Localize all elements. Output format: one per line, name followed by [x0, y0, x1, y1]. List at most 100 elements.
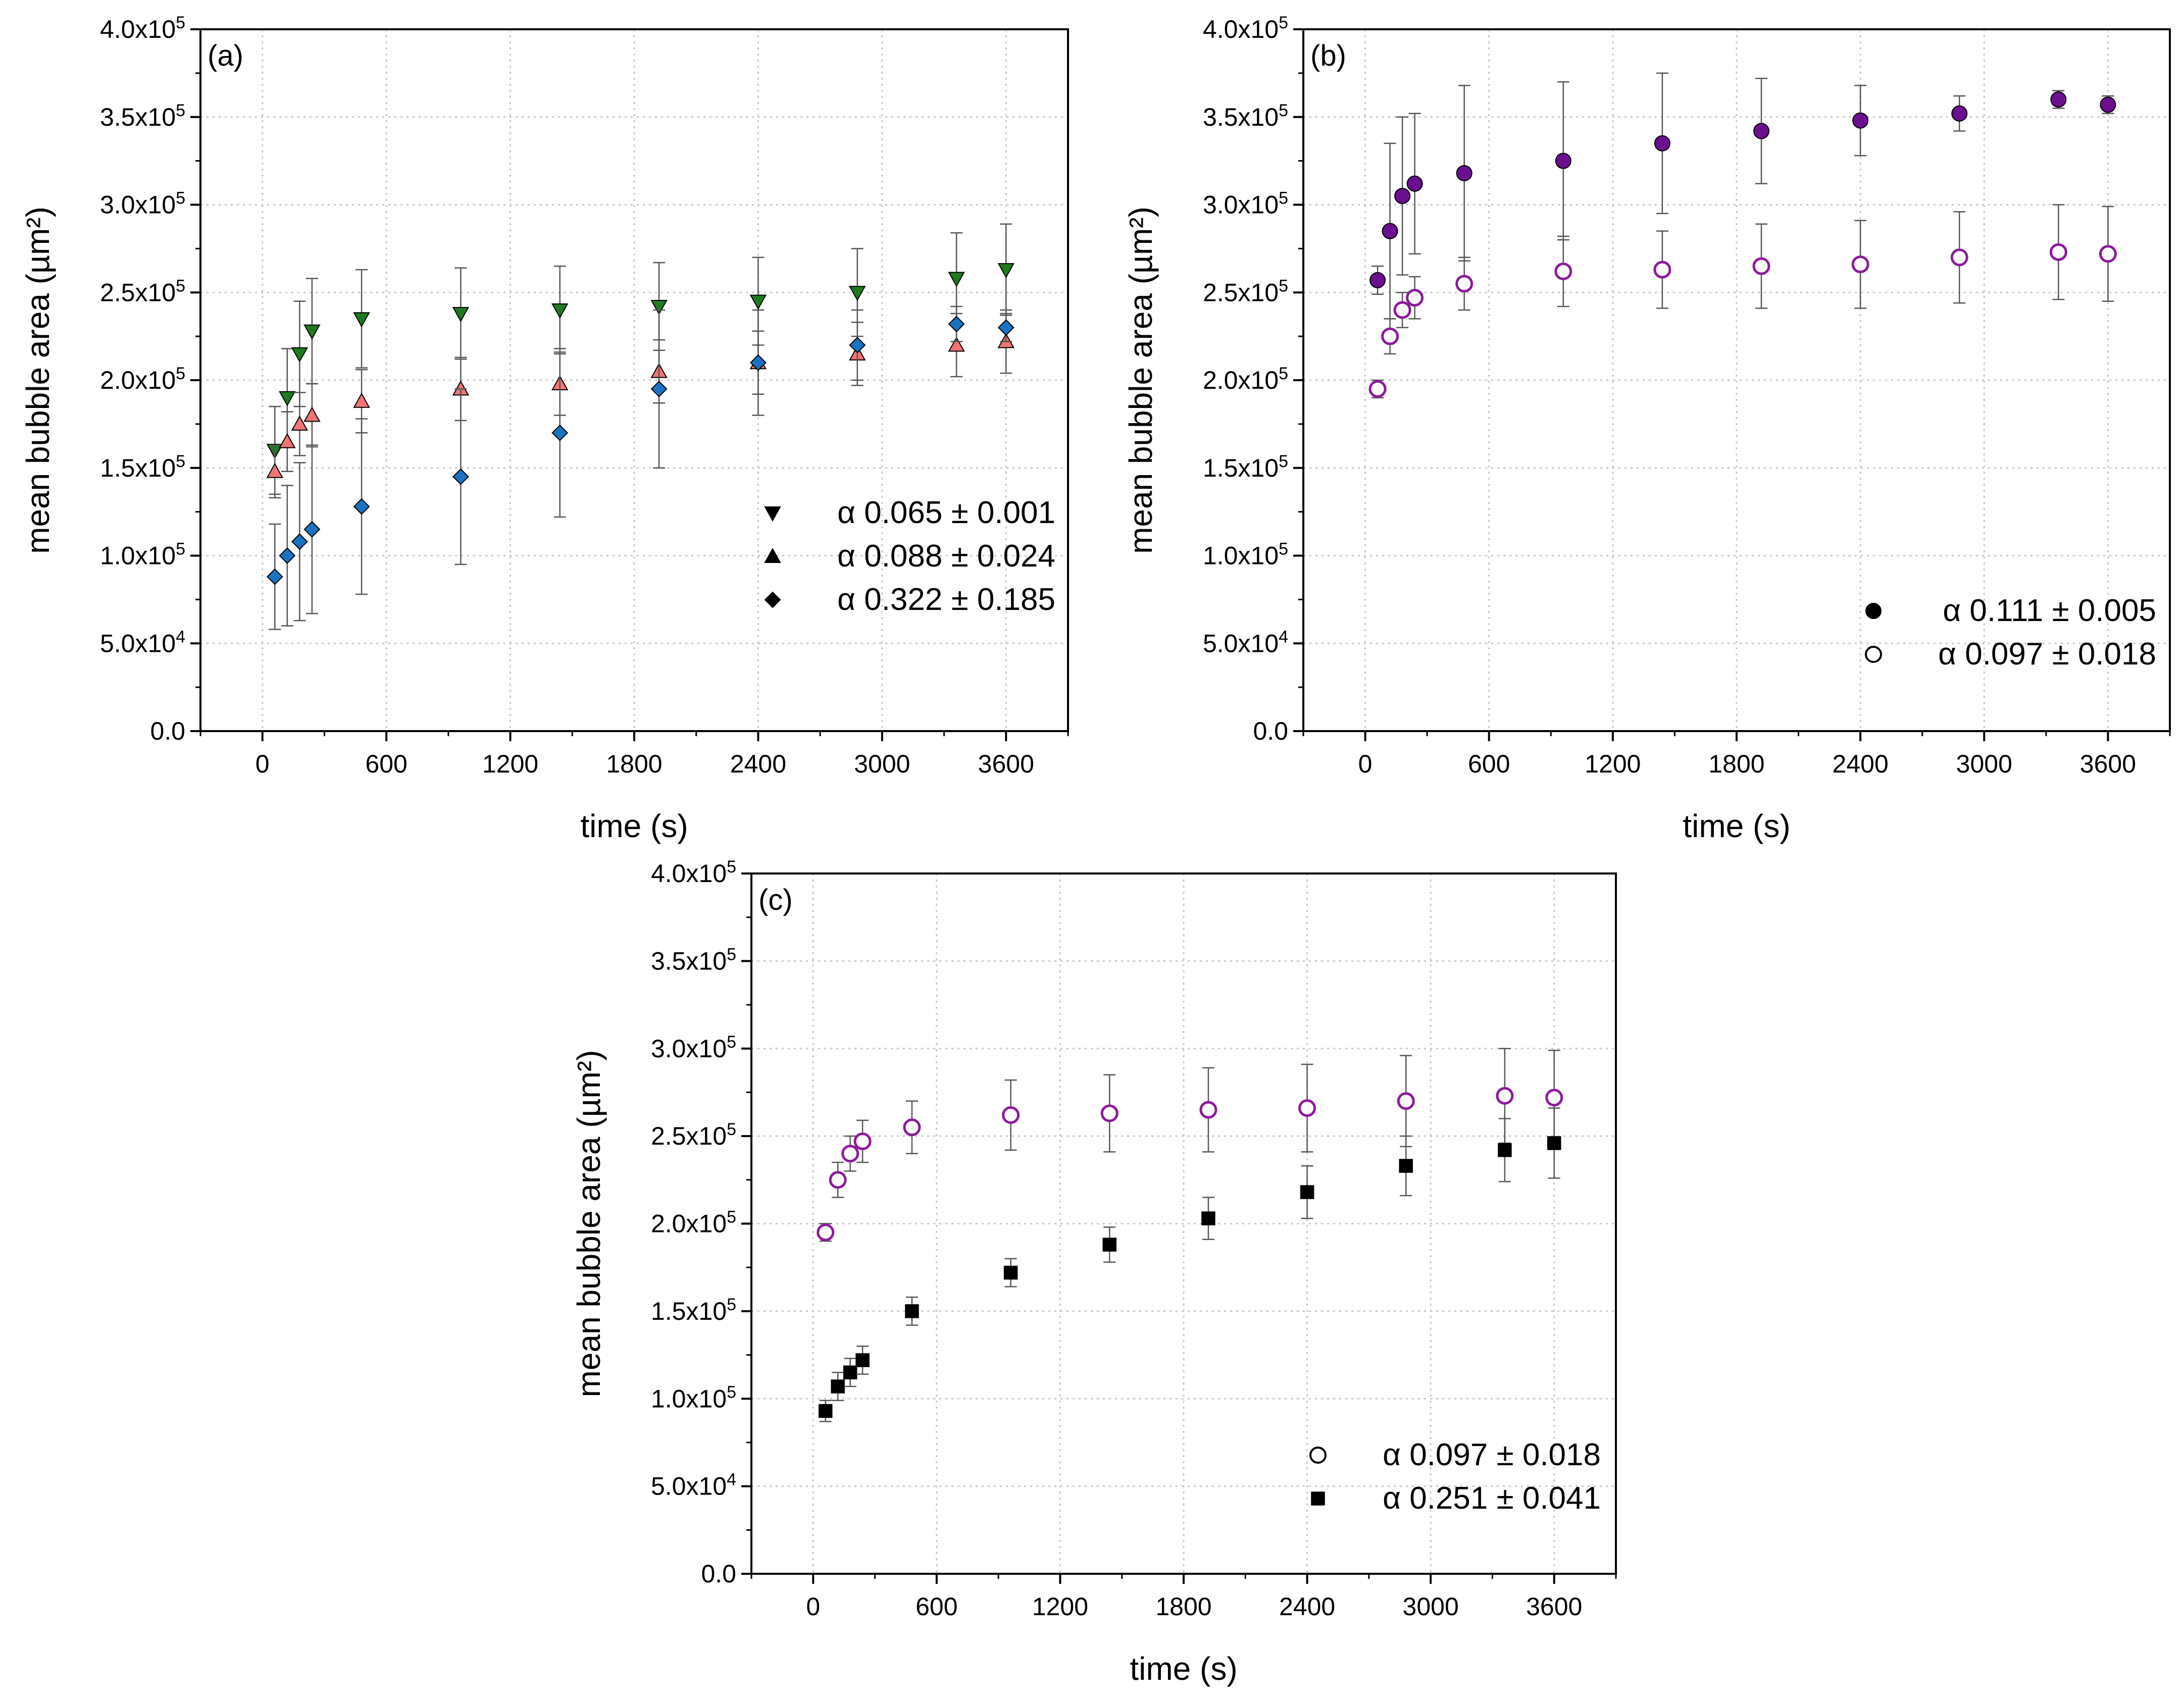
- data-point: [905, 1304, 919, 1318]
- y-axis-title: mean bubble area (µm²): [20, 207, 56, 554]
- series-2: [266, 309, 1014, 499]
- series-1: [817, 1048, 1563, 1242]
- data-point: [831, 1379, 845, 1394]
- y-tick-label: 2.5x105: [100, 276, 185, 306]
- data-point: [1381, 327, 1399, 345]
- y-tick-label: 0.0: [701, 1560, 736, 1588]
- data-point: [1545, 1089, 1563, 1107]
- data-point: [948, 336, 965, 352]
- x-tick-label: 0: [1358, 750, 1373, 778]
- y-tick-label: 5.0x104: [651, 1470, 736, 1501]
- y-tick-label: 4.0x105: [1203, 13, 1288, 43]
- data-point: [291, 533, 308, 550]
- panel-b-label: (b): [1310, 39, 1346, 72]
- data-point: [303, 406, 321, 422]
- data-point: [452, 306, 470, 323]
- data-point: [855, 1353, 870, 1367]
- data-point: [266, 568, 283, 585]
- y-tick-label: 1.0x105: [100, 540, 185, 570]
- data-point: [1102, 1238, 1117, 1252]
- data-point: [2049, 243, 2067, 261]
- data-point: [1851, 255, 1869, 274]
- x-tick-label: 1800: [1708, 750, 1764, 778]
- legend-label: α 0.251 ± 0.041: [1383, 1481, 1601, 1516]
- x-tick-label: 1200: [482, 750, 538, 778]
- y-tick-label: 3.0x105: [1203, 189, 1288, 219]
- data-point: [1406, 289, 1424, 307]
- x-tick-label: 2400: [1833, 750, 1889, 778]
- data-point: [452, 468, 469, 485]
- data-point: [1455, 275, 1474, 293]
- data-point: [353, 498, 370, 515]
- data-point: [1406, 175, 1423, 192]
- x-tick-label: 1200: [1585, 750, 1641, 778]
- y-tick-label: 1.5x105: [1203, 452, 1288, 482]
- x-tick-label: 2400: [1279, 1592, 1335, 1621]
- legend-label: α 0.065 ± 0.001: [837, 495, 1055, 530]
- data-point: [353, 312, 370, 328]
- y-tick-label: 4.0x105: [100, 13, 185, 43]
- x-tick-label: 600: [916, 1592, 957, 1621]
- data-point: [1298, 1099, 1316, 1117]
- data-point: [1951, 105, 1968, 122]
- y-tick-label: 2.0x105: [1203, 364, 1288, 394]
- legend-marker: [1309, 1447, 1327, 1464]
- data-point: [1653, 261, 1671, 279]
- x-tick-label: 2400: [730, 750, 786, 778]
- series-2: [1368, 204, 2117, 398]
- x-axis-title: time (s): [1683, 808, 1790, 844]
- y-tick-label: 1.0x105: [651, 1382, 736, 1413]
- data-point: [1201, 1211, 1215, 1225]
- data-point: [303, 324, 321, 340]
- data-point: [843, 1365, 857, 1379]
- data-point: [997, 263, 1014, 279]
- data-point: [2050, 91, 2067, 108]
- x-tick-label: 3000: [1956, 750, 2012, 778]
- data-point: [841, 1145, 859, 1163]
- data-point: [303, 521, 321, 538]
- data-point: [2100, 96, 2116, 113]
- y-tick-label: 1.0x105: [1203, 540, 1288, 570]
- legend: α 0.065 ± 0.001 α 0.088 ± 0.024 α 0.322 ± …: [764, 495, 1055, 617]
- x-axis-title: time (s): [1130, 1651, 1237, 1687]
- y-tick-label: 2.0x105: [651, 1208, 736, 1238]
- y-tick-label: 1.5x105: [651, 1295, 736, 1325]
- data-point: [818, 1404, 833, 1418]
- data-point: [266, 462, 283, 478]
- data-point: [1393, 301, 1411, 319]
- data-point: [650, 300, 668, 316]
- plot-frame: [199, 28, 1069, 732]
- x-tick-label: 600: [1468, 750, 1510, 778]
- series-2: [818, 1107, 1561, 1422]
- data-point: [1382, 223, 1398, 239]
- panel-b: 0 600 1200 1800 2400 3000 3600 0.0 5.0x104 1.0x10…: [1123, 13, 2171, 844]
- legend-label: α 0.097 ± 0.018: [1383, 1437, 1601, 1472]
- data-point: [1300, 1185, 1314, 1199]
- data-point: [1654, 135, 1670, 151]
- series-3: [266, 305, 1014, 630]
- legend: α 0.111 ± 0.005 α 0.097 ± 0.018: [1865, 593, 2156, 672]
- x-tick-label: 0: [256, 750, 270, 778]
- y-tick-label: 4.0x105: [651, 857, 736, 888]
- legend-marker: [764, 547, 781, 563]
- x-tick-label: 3000: [1403, 1592, 1459, 1621]
- data-point: [997, 319, 1014, 336]
- data-point: [1752, 257, 1770, 275]
- x-tick-label: 3600: [2080, 750, 2136, 778]
- x-tick-label: 1800: [1155, 1592, 1211, 1621]
- data-point: [1498, 1143, 1512, 1157]
- panel-a-label: (a): [208, 39, 243, 72]
- x-tick-label: 600: [365, 750, 407, 778]
- data-point: [749, 294, 767, 310]
- y-tick-label: 2.0x105: [100, 364, 185, 394]
- legend: α 0.097 ± 0.018 α 0.251 ± 0.041: [1309, 1437, 1601, 1516]
- data-point: [948, 316, 965, 333]
- data-point: [829, 1171, 847, 1189]
- panel-a: 0 600 1200 1800 2400 3000 3600 0.0 5.0x104 1.0x10…: [20, 13, 1069, 844]
- data-point: [1399, 1159, 1413, 1173]
- data-point: [1555, 152, 1571, 169]
- y-axis-title: mean bubble area (µm²): [1123, 207, 1159, 554]
- legend-label: α 0.322 ± 0.185: [837, 582, 1055, 617]
- y-tick-label: 3.0x105: [651, 1033, 736, 1063]
- y-axis-title: mean bubble area (µm²): [571, 1050, 607, 1398]
